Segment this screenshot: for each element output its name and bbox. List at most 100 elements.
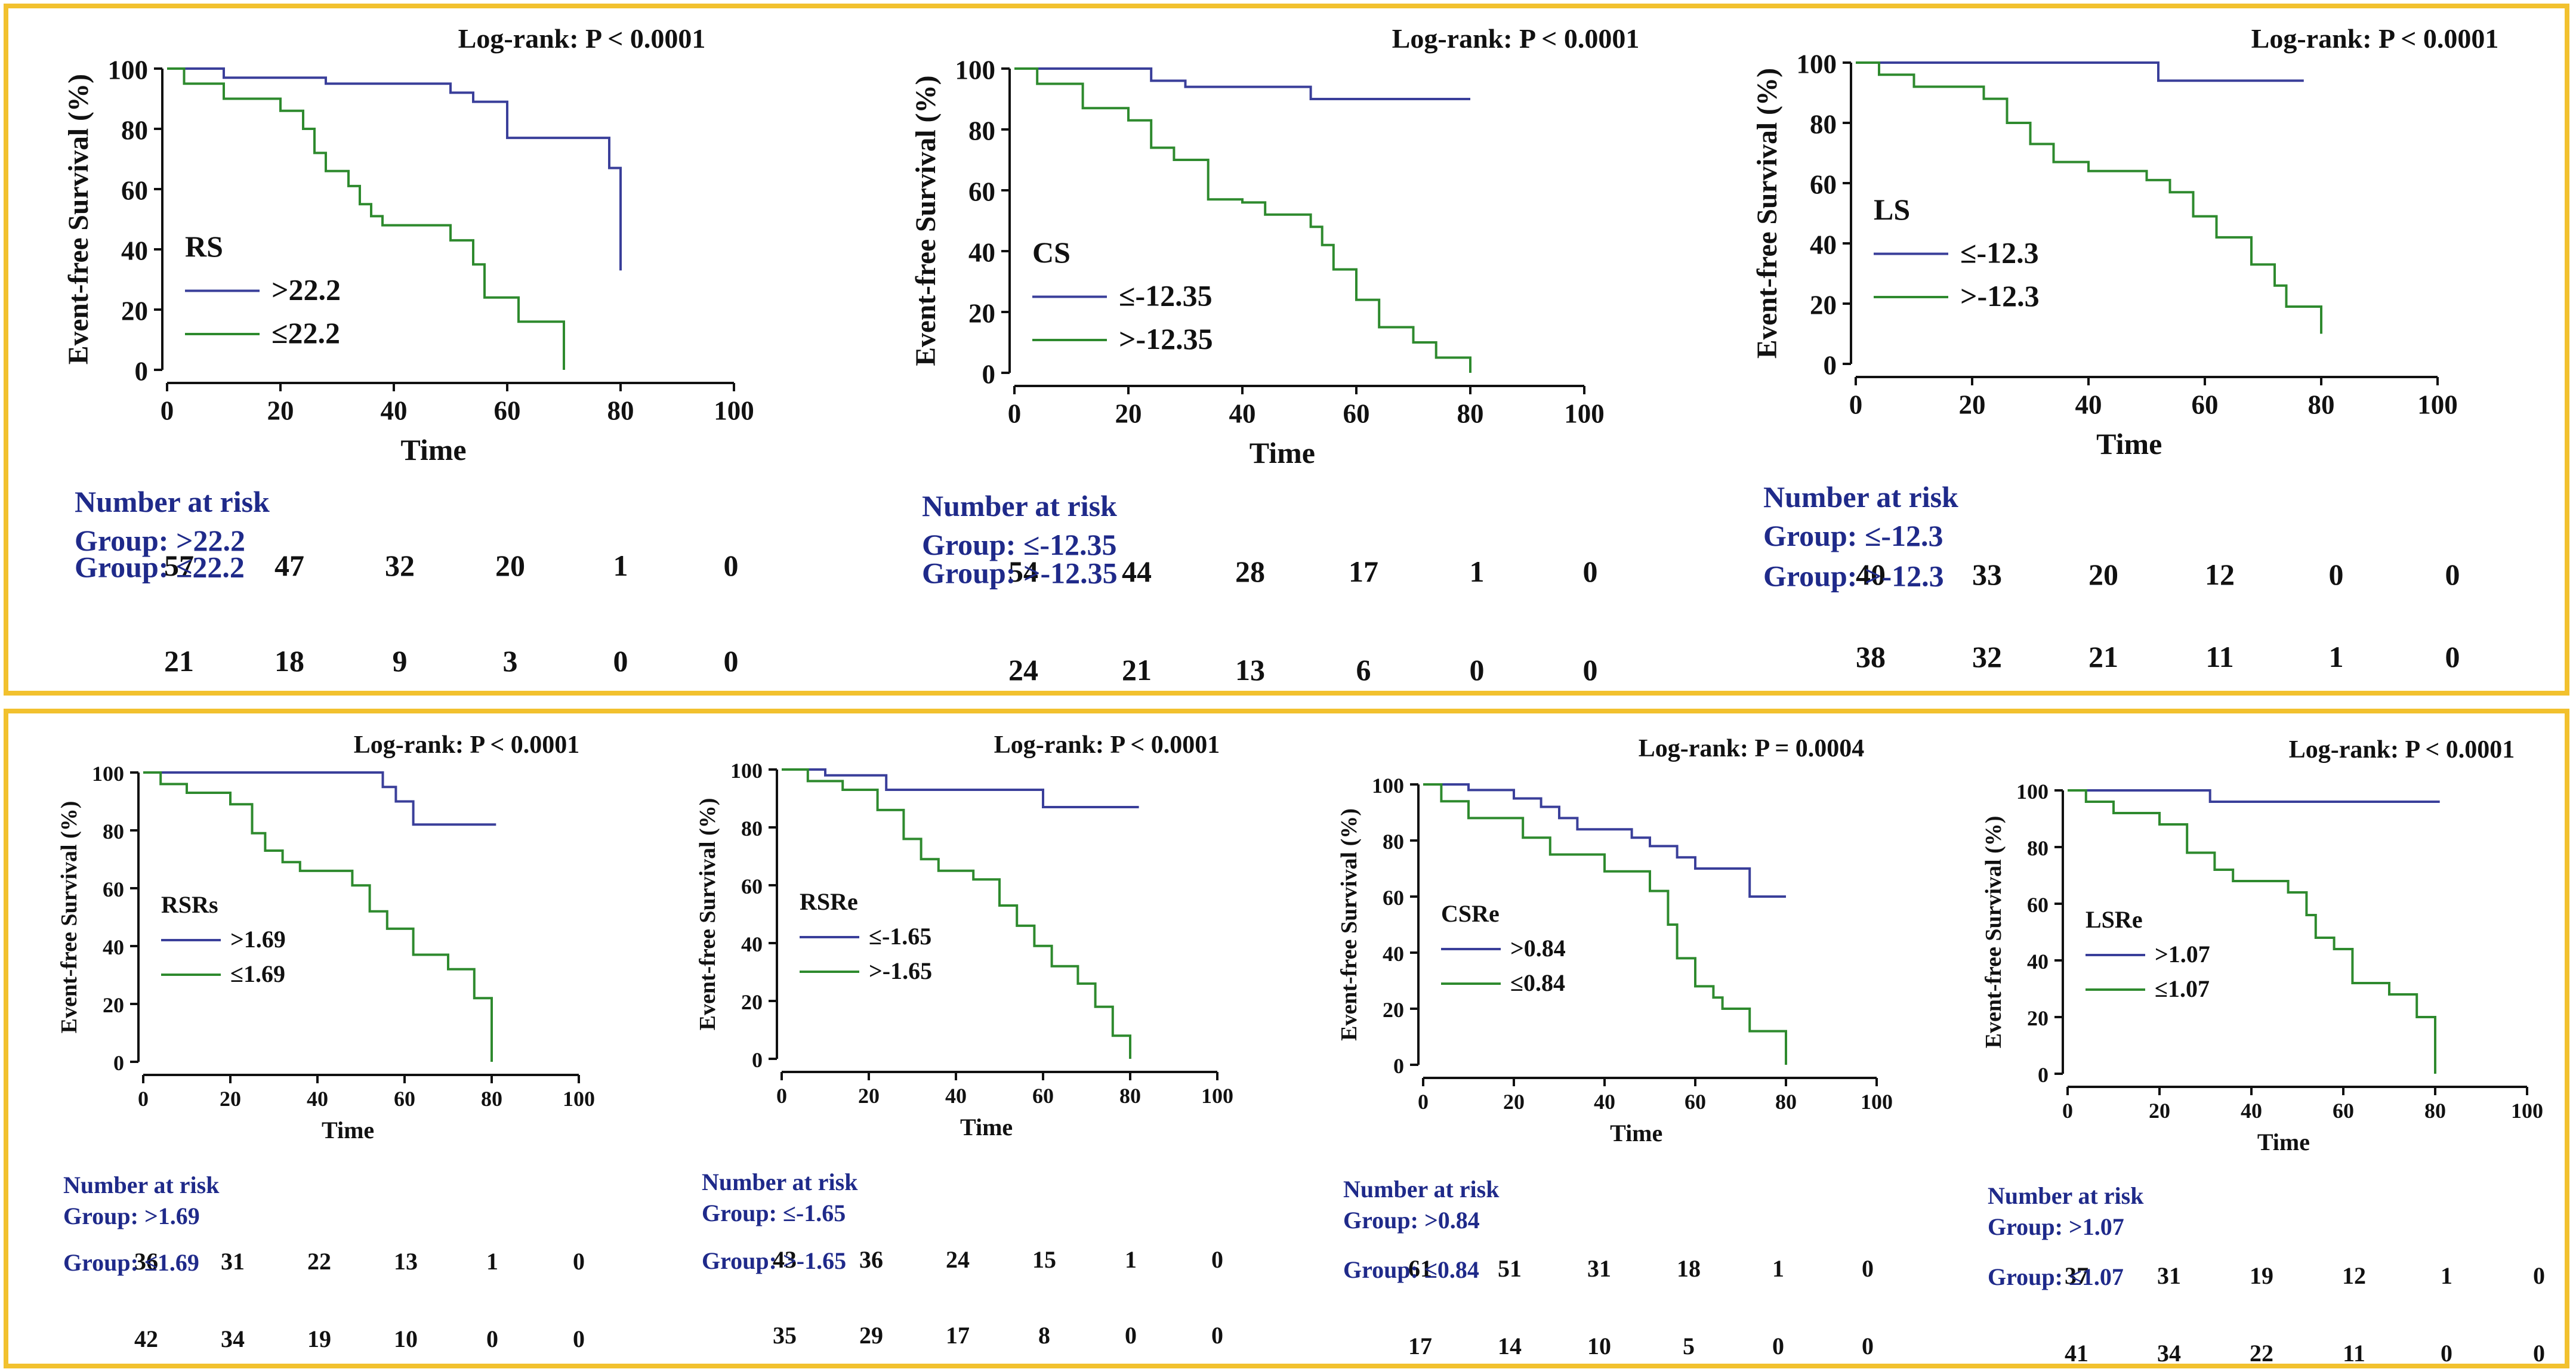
risk-group-label: Group: ≤0.84 bbox=[1343, 1256, 1479, 1283]
y-tick-label: 60 bbox=[741, 875, 763, 898]
x-tick-label: 40 bbox=[1594, 1090, 1615, 1114]
legend-label: >-12.35 bbox=[1119, 322, 1213, 356]
legend-title: LS bbox=[1874, 193, 1910, 226]
risk-count: 24 bbox=[946, 1246, 970, 1273]
risk-count: 61 bbox=[1408, 1255, 1432, 1282]
legend-title: RS bbox=[185, 230, 223, 263]
risk-table-header: Number at risk bbox=[1763, 480, 1958, 514]
risk-count: 0 bbox=[2441, 1340, 2452, 1367]
legend-title: CS bbox=[1032, 236, 1070, 269]
risk-count: 34 bbox=[2157, 1340, 2181, 1367]
risk-count: 12 bbox=[2205, 558, 2235, 591]
x-tick-label: 60 bbox=[394, 1087, 415, 1111]
x-tick-label: 0 bbox=[2062, 1099, 2073, 1123]
risk-count: 32 bbox=[1972, 640, 2002, 673]
x-axis-label: Time bbox=[960, 1114, 1013, 1141]
risk-count: 1 bbox=[486, 1248, 498, 1275]
risk-count: 1 bbox=[1470, 555, 1485, 588]
risk-count: 1 bbox=[1125, 1246, 1137, 1273]
y-axis-label: Event-free Survival (%) bbox=[1752, 68, 1783, 359]
risk-count: 36 bbox=[134, 1248, 158, 1275]
risk-count: 0 bbox=[1211, 1246, 1223, 1273]
risk-count: 0 bbox=[724, 549, 739, 582]
x-tick-label: 80 bbox=[1119, 1084, 1141, 1108]
risk-count: 17 bbox=[1408, 1333, 1432, 1359]
risk-count: 0 bbox=[1125, 1322, 1137, 1349]
x-tick-label: 80 bbox=[607, 396, 634, 426]
risk-count: 10 bbox=[1587, 1333, 1611, 1359]
legend-label: ≤-12.35 bbox=[1119, 279, 1213, 313]
risk-count: 40 bbox=[1856, 558, 1886, 591]
y-tick-label: 0 bbox=[2038, 1063, 2049, 1087]
y-tick-label: 20 bbox=[968, 299, 995, 329]
y-axis-label: Event-free Survival (%) bbox=[63, 74, 94, 364]
survival-curve-high bbox=[143, 771, 496, 826]
risk-count: 0 bbox=[2445, 640, 2460, 673]
survival-curve-high bbox=[782, 768, 1139, 808]
risk-count: 15 bbox=[1032, 1246, 1056, 1273]
risk-count: 0 bbox=[573, 1325, 585, 1352]
y-tick-label: 20 bbox=[741, 990, 763, 1014]
survival-curve-high bbox=[1423, 783, 1786, 898]
x-tick-label: 100 bbox=[1201, 1084, 1233, 1108]
x-tick-label: 0 bbox=[1849, 390, 1863, 420]
panel-title: Log-rank: P = 0.0004 bbox=[1639, 735, 1865, 762]
survival-curve-high bbox=[2068, 789, 2440, 803]
survival-curve-low bbox=[1856, 61, 2322, 334]
survival-curve-low bbox=[143, 771, 493, 1062]
y-tick-label: 40 bbox=[121, 236, 148, 266]
x-tick-label: 60 bbox=[494, 396, 521, 426]
y-tick-label: 20 bbox=[2027, 1006, 2049, 1030]
risk-count: 0 bbox=[2329, 558, 2344, 591]
y-axis-label: Event-free Survival (%) bbox=[1337, 808, 1362, 1041]
x-axis-label: Time bbox=[1250, 436, 1315, 469]
risk-group-label: Group: ≤-1.65 bbox=[702, 1200, 846, 1226]
risk-count: 20 bbox=[495, 549, 525, 582]
y-tick-label: 60 bbox=[103, 877, 124, 901]
risk-count: 0 bbox=[724, 644, 739, 678]
panel-title: Log-rank: P < 0.0001 bbox=[2289, 736, 2515, 764]
risk-count: 0 bbox=[1862, 1333, 1874, 1359]
risk-count: 28 bbox=[1235, 555, 1265, 588]
risk-count: 13 bbox=[394, 1248, 418, 1275]
risk-count: 0 bbox=[1583, 555, 1598, 588]
risk-table-header: Number at risk bbox=[1988, 1182, 2144, 1209]
x-tick-label: 100 bbox=[2511, 1099, 2543, 1123]
x-tick-label: 60 bbox=[2192, 390, 2219, 420]
risk-count: 14 bbox=[1498, 1333, 1522, 1359]
y-tick-label: 100 bbox=[2016, 780, 2049, 804]
risk-group-label: Group: >1.07 bbox=[1988, 1213, 2124, 1240]
risk-group-label: Group: >22.2 bbox=[75, 524, 245, 557]
x-tick-label: 20 bbox=[1959, 390, 1986, 420]
risk-count: 0 bbox=[1772, 1333, 1784, 1359]
risk-count: 51 bbox=[1498, 1255, 1522, 1282]
survival-curve-low bbox=[782, 768, 1131, 1059]
legend-title: RSRe bbox=[800, 888, 858, 915]
legend-label: >-12.3 bbox=[1960, 279, 2040, 313]
risk-group-label: Group: >1.69 bbox=[63, 1203, 200, 1229]
x-tick-label: 0 bbox=[1418, 1090, 1429, 1114]
risk-count: 32 bbox=[385, 549, 415, 582]
risk-count: 38 bbox=[1856, 640, 1886, 673]
risk-table-header: Number at risk bbox=[702, 1169, 858, 1195]
risk-count: 33 bbox=[1972, 558, 2002, 591]
risk-count: 17 bbox=[1349, 555, 1378, 588]
panel-title: Log-rank: P < 0.0001 bbox=[458, 23, 706, 54]
legend-label: >1.07 bbox=[2155, 941, 2210, 968]
bottom-panel-frame bbox=[4, 709, 2569, 1368]
x-tick-label: 0 bbox=[776, 1084, 787, 1108]
risk-count: 21 bbox=[1122, 653, 1152, 687]
x-tick-label: 0 bbox=[138, 1087, 149, 1111]
risk-count: 43 bbox=[773, 1246, 797, 1273]
risk-count: 44 bbox=[1122, 555, 1152, 588]
risk-group-label: Group: >-12.3 bbox=[1763, 560, 1944, 593]
legend-label: ≤0.84 bbox=[1510, 969, 1565, 996]
x-axis-label: Time bbox=[2096, 427, 2162, 461]
x-axis-label: Time bbox=[2257, 1129, 2310, 1155]
risk-count: 31 bbox=[1587, 1255, 1611, 1282]
risk-count: 31 bbox=[221, 1248, 245, 1275]
x-tick-label: 100 bbox=[714, 396, 754, 426]
